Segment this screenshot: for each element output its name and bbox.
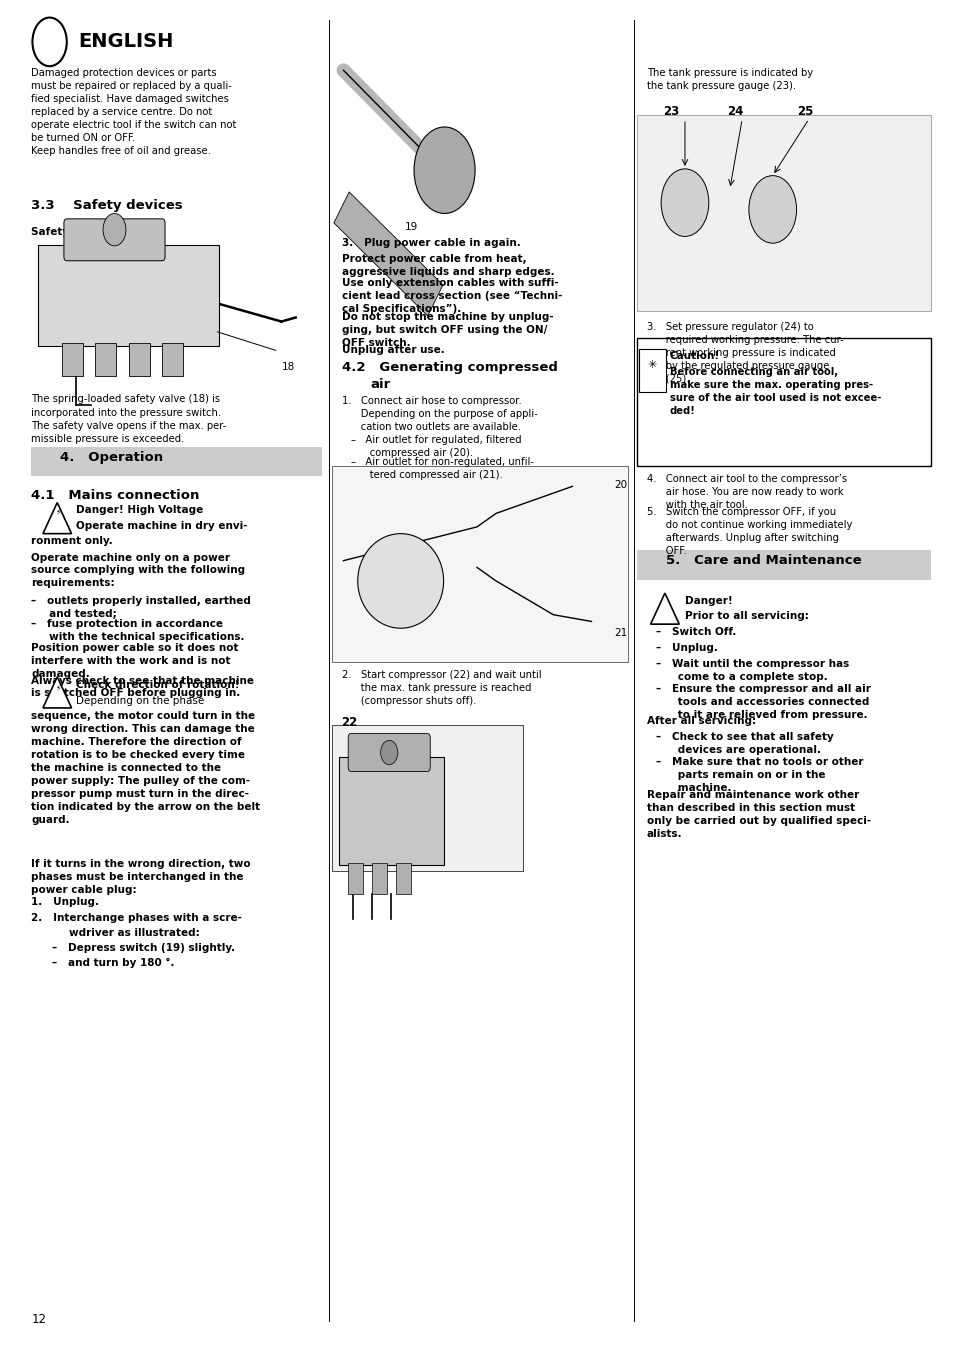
Text: 23: 23 <box>662 105 679 119</box>
Bar <box>334 192 442 316</box>
Text: 3.3    Safety devices: 3.3 Safety devices <box>31 199 183 212</box>
FancyBboxPatch shape <box>64 219 165 261</box>
Circle shape <box>103 213 126 246</box>
Text: 18: 18 <box>281 362 294 372</box>
Bar <box>348 863 363 894</box>
Bar <box>129 343 150 376</box>
Polygon shape <box>43 503 71 534</box>
Text: Check direction of rotation!: Check direction of rotation! <box>76 680 240 689</box>
Text: ENGLISH: ENGLISH <box>78 32 173 51</box>
Text: 5.   Care and Maintenance: 5. Care and Maintenance <box>665 554 861 567</box>
Text: 3.   Plug power cable in again.: 3. Plug power cable in again. <box>341 238 519 247</box>
Text: 3.   Set pressure regulator (24) to
      required working pressure. The cur-
  : 3. Set pressure regulator (24) to requir… <box>646 322 842 384</box>
Text: 1.   Connect air hose to compressor.
      Depending on the purpose of appli-
  : 1. Connect air hose to compressor. Depen… <box>341 396 537 432</box>
Bar <box>62 343 83 376</box>
Text: –   and turn by 180 °.: – and turn by 180 °. <box>52 958 174 967</box>
Bar <box>332 466 627 662</box>
Text: 12: 12 <box>31 1313 47 1327</box>
Text: Danger!: Danger! <box>684 596 732 605</box>
Circle shape <box>32 18 67 66</box>
Ellipse shape <box>357 534 443 628</box>
Text: 4.2   Generating compressed: 4.2 Generating compressed <box>341 361 557 374</box>
Bar <box>639 349 665 392</box>
Circle shape <box>748 176 796 243</box>
Bar <box>95 343 116 376</box>
Text: Prior to all servicing:: Prior to all servicing: <box>684 611 808 620</box>
Text: –   Wait until the compressor has
      come to a complete stop.: – Wait until the compressor has come to … <box>656 659 849 682</box>
Bar <box>31 447 322 476</box>
Text: sequence, the motor could turn in the
wrong direction. This can damage the
machi: sequence, the motor could turn in the wr… <box>31 711 260 825</box>
Text: –   Depress switch (19) slightly.: – Depress switch (19) slightly. <box>52 943 235 952</box>
Text: Damaged protection devices or parts
must be repaired or replaced by a quali-
fie: Damaged protection devices or parts must… <box>31 68 236 155</box>
Text: Operate machine in dry envi-: Operate machine in dry envi- <box>76 521 248 531</box>
Bar <box>637 550 930 580</box>
Text: Unplug after use.: Unplug after use. <box>341 345 444 354</box>
Bar <box>372 863 387 894</box>
Text: Position power cable so it does not
interfere with the work and is not
damaged.: Position power cable so it does not inte… <box>31 643 239 678</box>
Text: Depending on the phase: Depending on the phase <box>76 696 204 705</box>
Text: –   Air outlet for regulated, filtered
      compressed air (20).: – Air outlet for regulated, filtered com… <box>351 435 521 458</box>
Circle shape <box>380 740 397 765</box>
Text: After all servicing:: After all servicing: <box>646 716 755 725</box>
Text: 20: 20 <box>614 480 627 489</box>
Text: 4.1   Mains connection: 4.1 Mains connection <box>31 489 199 503</box>
FancyBboxPatch shape <box>348 734 430 771</box>
Text: ronment only.: ronment only. <box>31 536 113 546</box>
Text: –   Check to see that all safety
      devices are operational.: – Check to see that all safety devices a… <box>656 732 833 755</box>
Text: –   outlets properly installed, earthed
     and tested;: – outlets properly installed, earthed an… <box>31 596 251 619</box>
Text: 4.   Operation: 4. Operation <box>60 451 163 465</box>
Bar <box>637 115 930 311</box>
Text: 22: 22 <box>341 716 357 730</box>
Circle shape <box>660 169 708 236</box>
Text: air: air <box>370 378 390 392</box>
Text: 2.   Start compressor (22) and wait until
      the max. tank pressure is reache: 2. Start compressor (22) and wait until … <box>341 670 540 707</box>
Text: 2.   Interchange phases with a scre-: 2. Interchange phases with a scre- <box>31 913 242 923</box>
Bar <box>637 338 930 466</box>
Text: ENG: ENG <box>41 35 58 45</box>
Text: –   Unplug.: – Unplug. <box>656 643 718 653</box>
Text: 21: 21 <box>614 628 627 638</box>
Text: 1.   Unplug.: 1. Unplug. <box>31 897 99 907</box>
Bar <box>162 343 183 376</box>
Text: The tank pressure is indicated by
the tank pressure gauge (23).: The tank pressure is indicated by the ta… <box>646 68 812 91</box>
Bar <box>332 725 522 871</box>
Text: 25: 25 <box>797 105 813 119</box>
Polygon shape <box>650 593 679 624</box>
Text: wdriver as illustrated:: wdriver as illustrated: <box>69 928 199 938</box>
Text: 4.   Connect air tool to the compressor’s
      air hose. You are now ready to w: 4. Connect air tool to the compressor’s … <box>646 474 846 511</box>
Text: Do not stop the machine by unplug-
ging, but switch OFF using the ON/
OFF switch: Do not stop the machine by unplug- ging,… <box>341 312 553 349</box>
Text: Protect power cable from heat,
aggressive liquids and sharp edges.: Protect power cable from heat, aggressiv… <box>341 254 554 277</box>
Circle shape <box>414 127 475 213</box>
Text: Safety valve: Safety valve <box>31 227 105 236</box>
Text: Before connecting an air tool,
make sure the max. operating pres-
sure of the ai: Before connecting an air tool, make sure… <box>669 367 881 416</box>
Bar <box>395 863 411 894</box>
Text: ⚡: ⚡ <box>55 508 60 516</box>
Text: 5.   Switch the compressor OFF, if you
      do not continue working immediately: 5. Switch the compressor OFF, if you do … <box>646 507 851 555</box>
Text: Always check to see that the machine
is switched OFF before plugging in.: Always check to see that the machine is … <box>31 676 254 698</box>
Text: Operate machine only on a power
source complying with the following
requirements: Operate machine only on a power source c… <box>31 553 245 588</box>
Text: 19: 19 <box>404 222 417 231</box>
Text: –   fuse protection in accordance
     with the technical specifications.: – fuse protection in accordance with the… <box>31 619 245 642</box>
Text: If it turns in the wrong direction, two
phases must be interchanged in the
power: If it turns in the wrong direction, two … <box>31 859 251 896</box>
Text: Repair and maintenance work other
than described in this section must
only be ca: Repair and maintenance work other than d… <box>646 790 870 839</box>
Text: Danger! High Voltage: Danger! High Voltage <box>76 505 203 515</box>
Text: ✳: ✳ <box>647 359 657 370</box>
Text: –   Air outlet for non-regulated, unfil-
      tered compressed air (21).: – Air outlet for non-regulated, unfil- t… <box>351 457 534 480</box>
Text: Use only extension cables with suffi-
cient lead cross section (see “Techni-
cal: Use only extension cables with suffi- ci… <box>341 278 561 315</box>
FancyBboxPatch shape <box>38 245 219 346</box>
Text: The spring-loaded safety valve (18) is
incorporated into the pressure switch.
Th: The spring-loaded safety valve (18) is i… <box>31 394 227 443</box>
Text: –   Switch Off.: – Switch Off. <box>656 627 736 636</box>
Text: 24: 24 <box>726 105 742 119</box>
Polygon shape <box>43 677 71 708</box>
Text: ⚡: ⚡ <box>55 684 60 692</box>
Text: –   Ensure the compressor and all air
      tools and accessories connected
    : – Ensure the compressor and all air tool… <box>656 684 870 720</box>
FancyBboxPatch shape <box>338 757 443 865</box>
Text: Caution!: Caution! <box>669 351 720 361</box>
Text: –   Make sure that no tools or other
      parts remain on or in the
      machi: – Make sure that no tools or other parts… <box>656 757 863 793</box>
